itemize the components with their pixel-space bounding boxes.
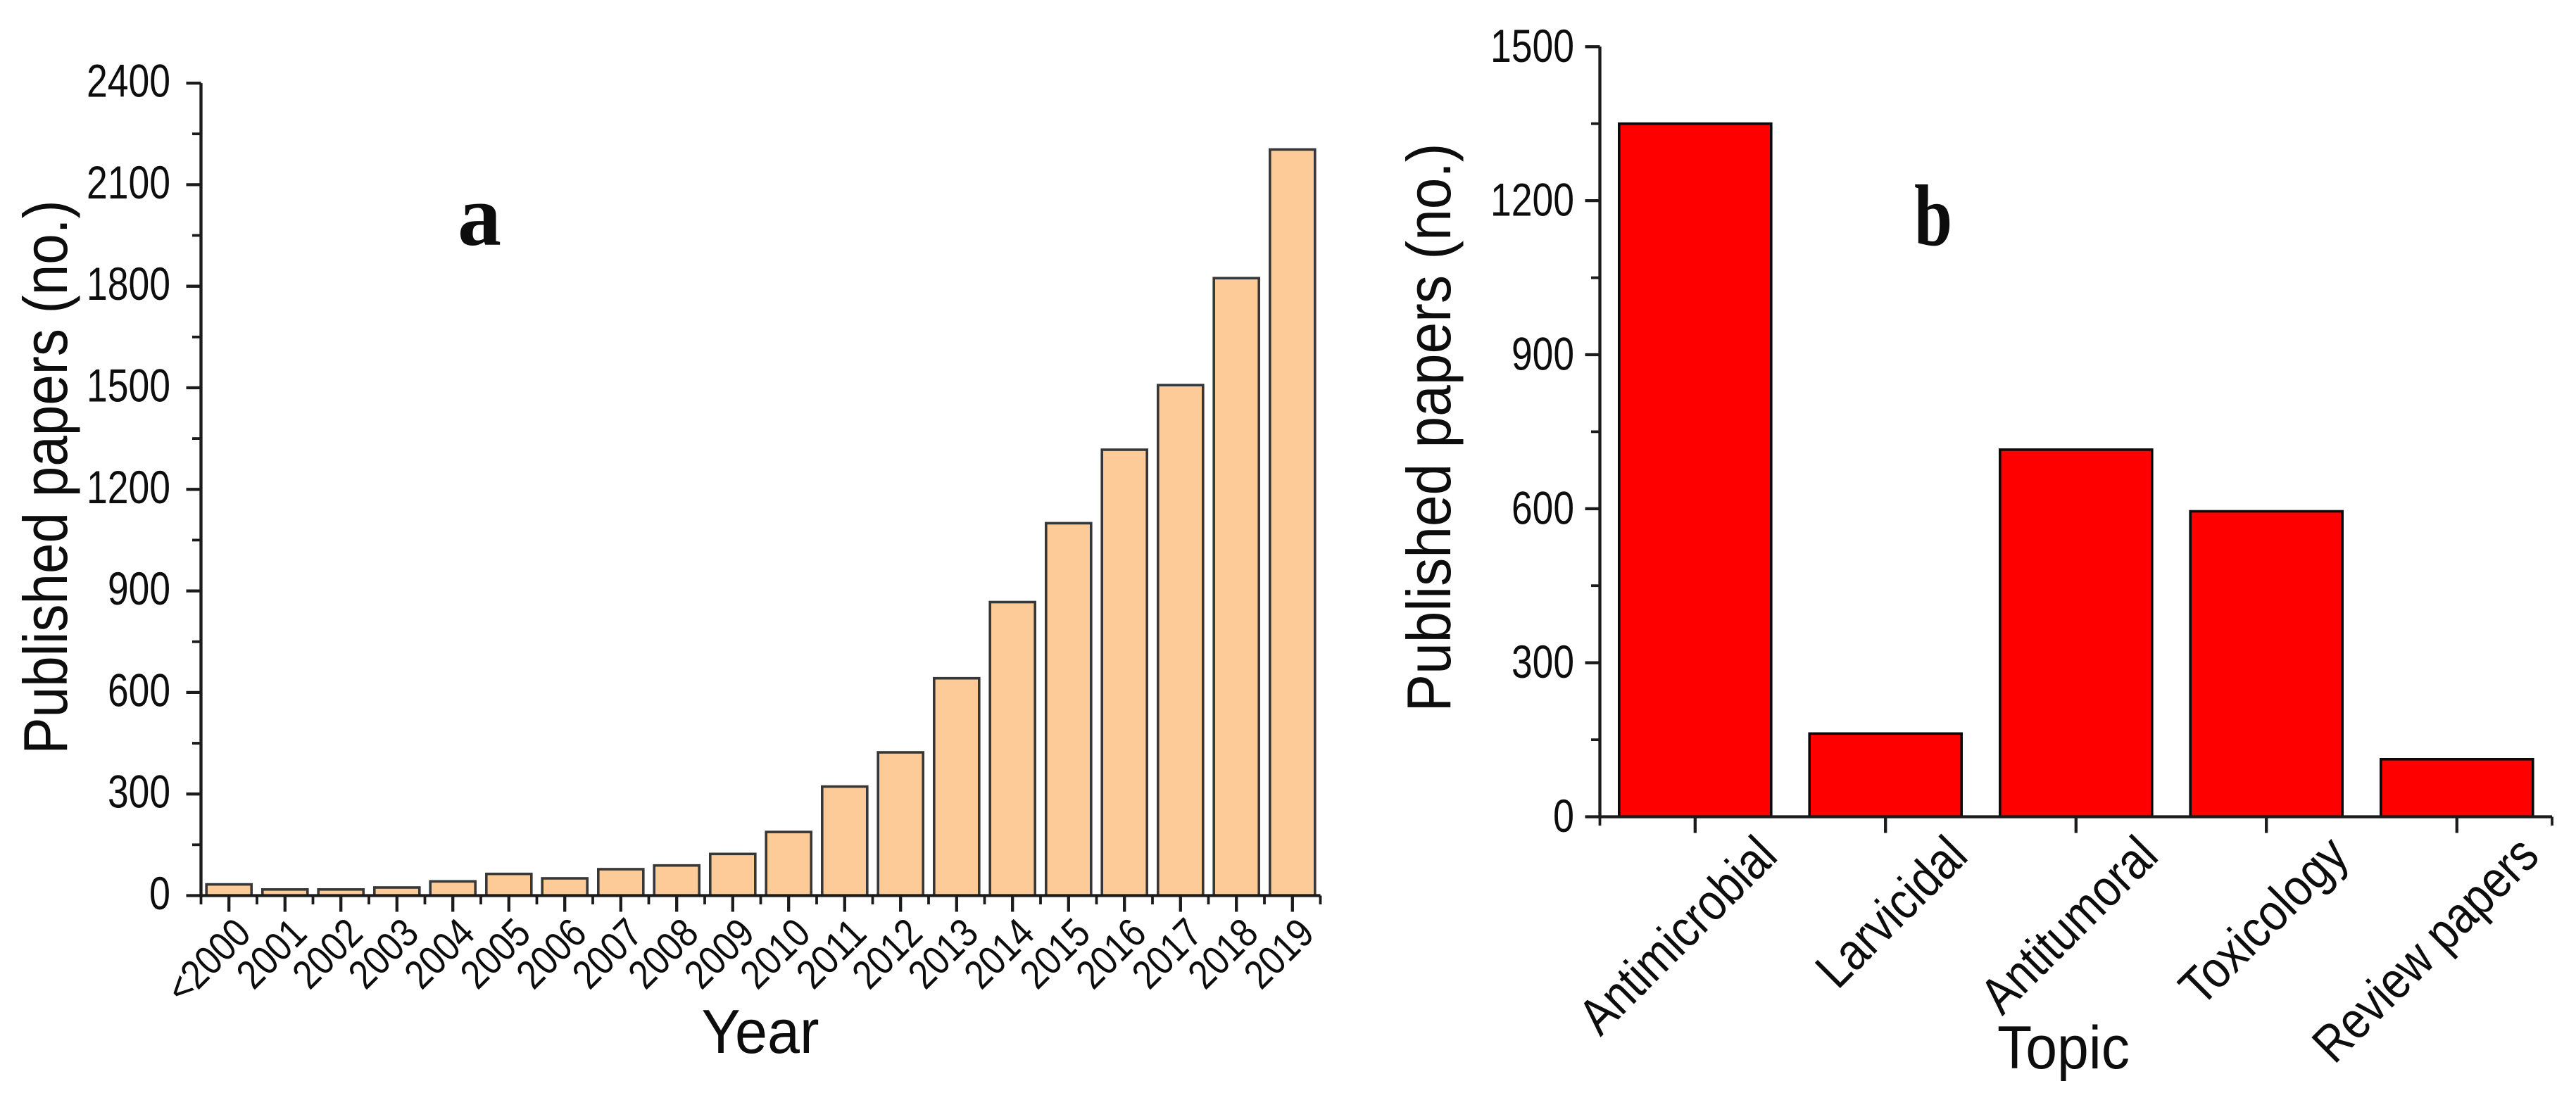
- svg-text:300: 300: [1512, 636, 1574, 688]
- svg-text:600: 600: [1512, 481, 1574, 533]
- svg-text:1500: 1500: [87, 360, 170, 412]
- svg-text:a: a: [458, 168, 501, 264]
- svg-text:0: 0: [1553, 790, 1574, 842]
- svg-text:0: 0: [149, 867, 170, 919]
- svg-text:Published papers (no.): Published papers (no.): [11, 201, 80, 754]
- svg-text:300: 300: [108, 766, 170, 818]
- svg-text:600: 600: [108, 664, 170, 716]
- svg-text:1500: 1500: [1490, 20, 1574, 72]
- svg-text:1800: 1800: [87, 258, 170, 310]
- svg-text:Topic: Topic: [1997, 1014, 2130, 1082]
- svg-text:Published papers (no.): Published papers (no.): [1394, 144, 1464, 712]
- svg-text:2400: 2400: [87, 55, 170, 107]
- svg-text:1200: 1200: [1490, 174, 1574, 226]
- svg-text:900: 900: [1512, 328, 1574, 380]
- svg-text:1200: 1200: [87, 461, 170, 513]
- svg-text:b: b: [1914, 168, 1952, 264]
- svg-text:Year: Year: [702, 997, 819, 1066]
- svg-text:900: 900: [108, 562, 170, 614]
- svg-text:2100: 2100: [87, 156, 170, 208]
